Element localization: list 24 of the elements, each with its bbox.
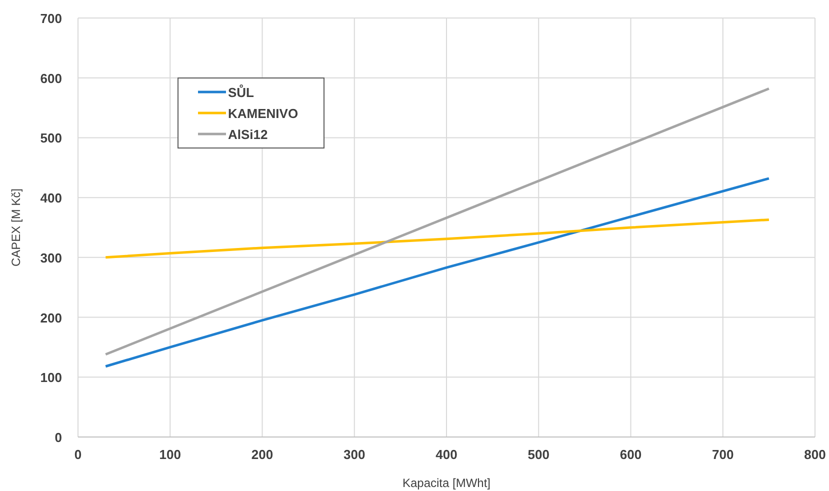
line-series [104, 218, 770, 259]
y-tick-label: 600 [40, 70, 62, 86]
x-tick-label: 400 [436, 447, 458, 462]
line-series [104, 177, 770, 368]
x-tick-label: 700 [712, 447, 734, 462]
y-tick-label: 700 [40, 11, 62, 26]
y-tick-label: 100 [40, 370, 62, 386]
y-tick-label: 200 [40, 310, 62, 326]
x-tick-label: 200 [251, 447, 274, 462]
y-tick-label: 0 [54, 430, 62, 445]
y-tick-label: 500 [40, 130, 62, 146]
y-axis-title: CAPEX [M Kč] [9, 188, 23, 267]
x-tick-label: 300 [344, 447, 366, 462]
y-tick-label: 300 [40, 250, 62, 266]
legend-label: SŮL [228, 84, 254, 100]
x-tick-label: 600 [620, 447, 642, 462]
y-tick-label: 400 [40, 190, 62, 206]
x-tick-label: 100 [159, 447, 181, 462]
x-axis-title: Kapacita [MWht] [402, 476, 491, 490]
x-tick-label: 800 [804, 447, 826, 462]
legend-label: AlSi12 [228, 127, 268, 142]
legend-label: KAMENIVO [228, 106, 298, 121]
x-tick-label: 500 [528, 447, 550, 462]
x-tick-label: 0 [74, 447, 82, 462]
